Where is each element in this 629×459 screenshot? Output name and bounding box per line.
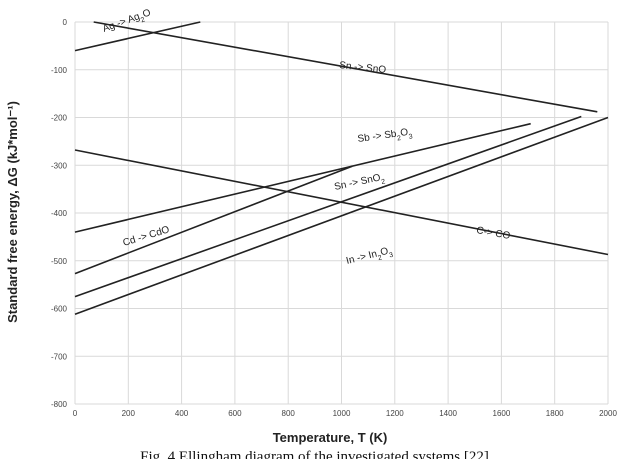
label-in-in2o3: In -> In2O3 [345,245,394,269]
y-tick-label: -500 [51,257,68,266]
series-line-1 [93,21,598,113]
series-line-3 [74,165,353,275]
x-tick-label: 200 [122,409,136,418]
series-line-4 [74,115,582,298]
x-tick-label: 2000 [599,409,617,418]
series-line-5 [74,116,609,315]
label-sb-sb2o3: Sb -> Sb2O3 [357,126,413,147]
y-tick-label: 0 [63,18,68,27]
series-line-6 [74,149,609,256]
x-axis-title: Temperature, T (K) [273,430,388,445]
y-tick-label: -600 [51,305,68,314]
x-tick-label: 1200 [386,409,404,418]
y-tick-label: -800 [51,400,68,409]
series-line-0 [74,21,201,52]
y-tick-label: -700 [51,352,68,361]
x-tick-labels: 0 200 400 600 800 1000 1200 1400 1600 1800 2000 [73,409,618,418]
x-tick-label: 1600 [493,409,511,418]
label-ag-ag2o: Ag -> Ag2O [101,7,153,37]
label-sn-sno: Sn -> SnO [339,60,387,76]
x-tick-label: 1000 [333,409,351,418]
series-lines [74,21,609,315]
label-c-co: C-> CO [475,225,511,242]
y-tick-label: -200 [51,114,68,123]
y-tick-labels: 0 -100 -200 -300 -400 -500 -600 -700 -800 [51,18,68,409]
figure-caption: Fig. 4 Ellingham diagram of the investig… [140,449,489,459]
y-tick-label: -300 [51,161,68,170]
x-tick-label: 1800 [546,409,564,418]
x-tick-label: 0 [73,409,78,418]
x-tick-label: 800 [282,409,296,418]
y-tick-label: -400 [51,209,68,218]
x-tick-label: 1400 [439,409,457,418]
x-tick-label: 400 [175,409,189,418]
x-tick-label: 600 [228,409,242,418]
y-tick-label: -100 [51,66,68,75]
grid-lines [74,21,609,405]
y-axis-title: Standard free energy, ΔG (kJ*mol⁻¹) [5,101,20,323]
series-line-2 [74,122,531,233]
